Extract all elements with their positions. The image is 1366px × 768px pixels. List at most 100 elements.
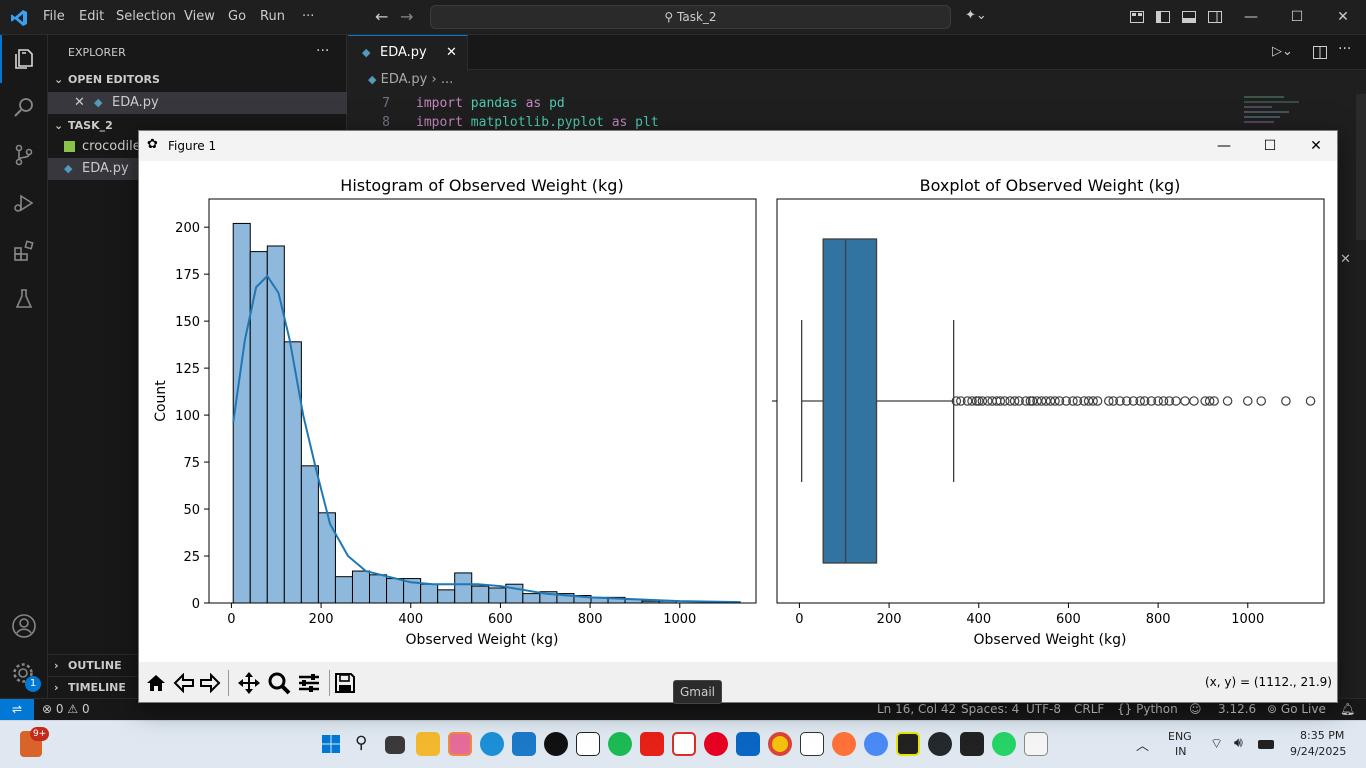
close-tab-icon[interactable]: ✕ [446,45,457,60]
wifi-icon[interactable]: ⌔ [1210,735,1223,753]
gemini-icon[interactable] [864,732,888,756]
hist-bar [352,571,369,603]
remote-indicator-icon[interactable]: ⇌ [0,699,34,720]
line-ending[interactable]: CRLF [1074,702,1104,716]
layout-customize-icon[interactable] [1130,11,1144,23]
problems-indicator[interactable]: ⊗ 0 ⚠ 0 [42,702,90,716]
editor-scrollbar[interactable] [1356,94,1366,240]
menu-file[interactable]: File [43,9,65,24]
language-indicator-top[interactable]: ENG [1168,730,1192,743]
copilot-status-icon[interactable]: ☺ [1189,702,1202,716]
notion-icon[interactable] [576,732,600,756]
ai-app-icon[interactable] [896,732,920,756]
close-panel-icon[interactable]: ✕ [1340,252,1351,267]
testing-flask-icon[interactable] [0,275,48,323]
outlier-point [1282,397,1290,405]
linkedin-icon[interactable] [736,732,760,756]
tray-chevron-up-icon[interactable]: ︿ [1136,735,1149,754]
split-editor-icon[interactable] [1313,46,1327,59]
run-debug-icon[interactable] [0,179,48,227]
save-figure-icon[interactable] [334,672,356,694]
indentation[interactable]: Spaces: 4 [961,702,1019,716]
paint-app-icon[interactable] [448,732,472,756]
figure-maximize-button[interactable]: ☐ [1247,131,1293,161]
search-view-icon[interactable] [0,83,48,131]
forward-icon[interactable] [199,673,221,693]
open-editor-item[interactable]: ✕ ◆ EDA.py [48,92,347,114]
pinterest-icon[interactable] [704,732,728,756]
battery-icon[interactable] [1258,740,1274,749]
whatsapp-icon[interactable] [992,732,1016,756]
go-live-button[interactable]: ⊚ Go Live [1267,702,1326,716]
tab-eda[interactable]: ◆ EDA.py ✕ [348,35,468,71]
menu-go[interactable]: Go [228,9,246,24]
figure-canvas[interactable]: Histogram of Observed Weight (kg) 0 200 40… [139,161,1337,662]
copilot-icon[interactable]: ✦⌄ [965,8,987,23]
menu-run[interactable]: Run [260,9,285,24]
back-icon[interactable] [173,673,195,693]
minimize-button[interactable]: — [1228,0,1274,35]
code-line[interactable]: 7 import pandas as pd [348,94,1228,113]
toggle-sidebar-icon[interactable] [1156,11,1170,23]
manage-gear-icon[interactable]: 1 [0,650,48,698]
matplotlib-figure-window[interactable]: ✿ Figure 1 — ☐ ✕ Histogram of Observed W… [138,130,1338,703]
breadcrumb-more[interactable]: ... [441,72,453,87]
vscode-taskbar-icon[interactable] [512,732,536,756]
command-center-search[interactable]: ⚲ Task_2 [430,5,951,29]
app-robot-icon[interactable] [960,732,984,756]
back-arrow-icon[interactable]: ← [375,7,388,26]
notifications-bell-icon[interactable]: 🔔︎ [1340,702,1355,716]
windows-start-icon[interactable] [322,735,340,753]
chatgpt-icon[interactable] [544,732,568,756]
editor-more-button[interactable]: ··· [1338,41,1351,57]
menu-more[interactable]: ··· [302,9,314,24]
configure-subplots-icon[interactable] [297,671,321,695]
clock-time[interactable]: 8:35 PM [1300,729,1344,742]
zoom-icon[interactable] [267,671,291,695]
maximize-button[interactable]: ☐ [1274,0,1320,35]
clock-date[interactable]: 9/24/2025 [1290,745,1346,758]
open-editors-section[interactable]: ⌄ OPEN EDITORS [48,69,347,91]
figure-close-button[interactable]: ✕ [1293,131,1339,161]
minimap[interactable] [1244,94,1324,134]
accounts-icon[interactable] [0,602,48,650]
menu-selection[interactable]: Selection [116,9,176,24]
extensions-icon[interactable] [0,227,48,275]
close-button[interactable]: ✕ [1320,0,1366,35]
toggle-secondary-sidebar-icon[interactable] [1208,11,1222,23]
volume-icon[interactable]: 🔊︎ [1234,735,1243,751]
app-ta-icon[interactable] [800,732,824,756]
forward-arrow-icon[interactable]: → [400,7,413,26]
close-editor-icon[interactable]: ✕ [74,92,85,114]
breadcrumb-file[interactable]: EDA.py [381,72,428,87]
run-python-icon[interactable]: ▷⌄ [1272,44,1293,59]
menu-view[interactable]: View [184,9,215,24]
spotify-icon[interactable] [608,732,632,756]
python-figure-taskbar-icon[interactable] [1024,732,1048,756]
file-explorer-icon[interactable] [416,732,440,756]
toggle-panel-icon[interactable] [1182,11,1196,23]
figure-minimize-button[interactable]: — [1201,131,1247,161]
pan-icon[interactable] [237,671,261,695]
language-indicator-bottom[interactable]: IN [1175,745,1186,758]
language-mode[interactable]: {} Python [1117,702,1178,716]
gmail-icon[interactable] [672,732,696,756]
youtube-icon[interactable] [640,732,664,756]
taskbar-search-icon[interactable]: ⚲ [355,733,367,753]
chrome-icon[interactable] [768,732,792,756]
cursor-position[interactable]: Ln 16, Col 42 [877,702,956,716]
outlier-point [1190,397,1198,405]
github-icon[interactable] [928,732,952,756]
task-view-icon[interactable] [385,736,405,754]
edge-icon[interactable] [480,732,504,756]
menu-edit[interactable]: Edit [79,9,104,24]
source-control-icon[interactable] [0,131,48,179]
explorer-icon[interactable] [0,35,48,83]
home-icon[interactable] [145,672,167,694]
encoding[interactable]: UTF-8 [1026,702,1061,716]
python-version[interactable]: 3.12.6 [1218,702,1256,716]
error-icon: ⊗ [42,702,52,716]
firefox-icon[interactable] [832,732,856,756]
hist-bar [318,513,335,603]
explorer-more-button[interactable]: ··· [316,43,329,59]
